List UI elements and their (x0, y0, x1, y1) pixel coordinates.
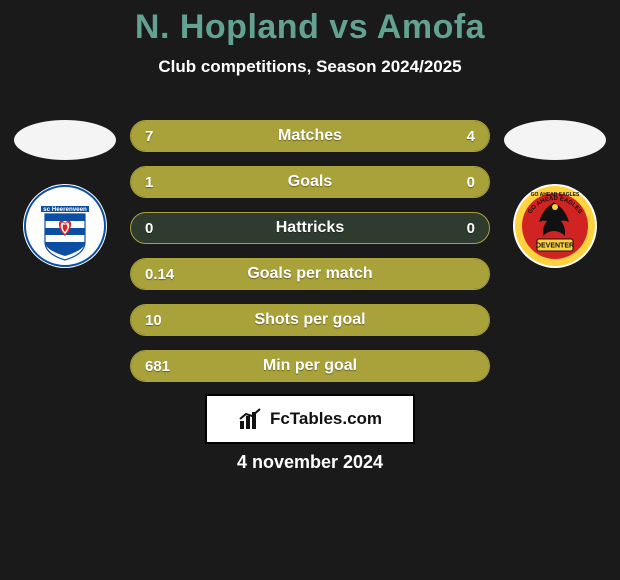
stat-label: Min per goal (131, 351, 489, 381)
stat-bar: 681Min per goal (130, 350, 490, 382)
comparison-pitch: sc Heerenveen 7Matches41Goals00Hattricks… (0, 120, 620, 382)
stat-label: Shots per goal (131, 305, 489, 335)
stat-bar: 1Goals0 (130, 166, 490, 198)
svg-text:sc Heerenveen: sc Heerenveen (43, 206, 87, 213)
svg-text:DEVENTER: DEVENTER (536, 243, 574, 250)
heerenveen-crest-icon: sc Heerenveen (23, 184, 107, 268)
stat-bar: 7Matches4 (130, 120, 490, 152)
stat-bar: 10Shots per goal (130, 304, 490, 336)
right-team-crest: GO AHEAD EAGLES DEVENTER GO AHEAD EAGLES (513, 184, 597, 268)
right-player-placeholder (504, 120, 606, 160)
brand-text: FcTables.com (270, 409, 382, 429)
comparison-card: N. Hopland vs Amofa Club competitions, S… (0, 0, 620, 580)
left-player-placeholder (14, 120, 116, 160)
go-ahead-eagles-crest-icon: GO AHEAD EAGLES DEVENTER GO AHEAD EAGLES (513, 184, 597, 268)
subtitle: Club competitions, Season 2024/2025 (0, 57, 620, 77)
stat-label: Hattricks (131, 213, 489, 243)
stat-bar: 0.14Goals per match (130, 258, 490, 290)
stat-label: Matches (131, 121, 489, 151)
stat-value-right: 0 (467, 213, 475, 243)
date-label: 4 november 2024 (0, 452, 620, 473)
stat-value-right: 0 (467, 167, 475, 197)
stat-label: Goals (131, 167, 489, 197)
svg-text:GO AHEAD EAGLES: GO AHEAD EAGLES (531, 192, 580, 198)
left-side: sc Heerenveen (10, 120, 120, 268)
page-title: N. Hopland vs Amofa (0, 8, 620, 47)
chart-icon (238, 407, 264, 431)
stat-value-right: 4 (467, 121, 475, 151)
stat-bar: 0Hattricks0 (130, 212, 490, 244)
brand-badge[interactable]: FcTables.com (205, 394, 415, 444)
right-side: GO AHEAD EAGLES DEVENTER GO AHEAD EAGLES (500, 120, 610, 268)
left-team-crest: sc Heerenveen (23, 184, 107, 268)
stat-bars: 7Matches41Goals00Hattricks00.14Goals per… (130, 120, 490, 382)
stat-label: Goals per match (131, 259, 489, 289)
